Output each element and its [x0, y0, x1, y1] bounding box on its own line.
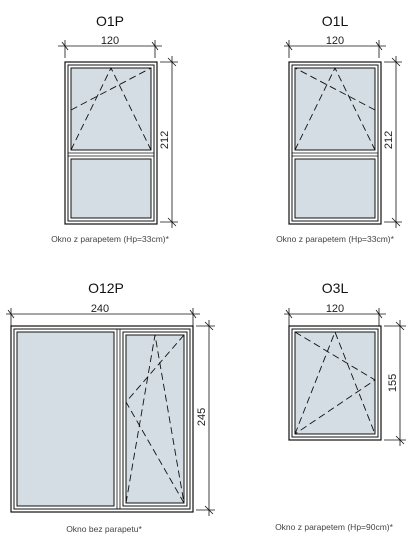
window-title: O12P: [88, 280, 124, 296]
glass-pane-upper: [294, 67, 376, 151]
opening-symbol: [70, 66, 152, 151]
window-title: O3L: [322, 280, 349, 296]
height-dimension: 212: [159, 56, 178, 228]
width-label: 120: [326, 303, 344, 315]
width-dimension: 240: [6, 303, 200, 326]
window-o3l: O3L 120 155 Okno z parapetem (Hp=90cm)*: [275, 280, 406, 532]
window-caption: Okno z parapetem (Hp=33cm)*: [276, 234, 395, 244]
height-label: 212: [383, 131, 395, 149]
width-dimension: 120: [58, 35, 162, 58]
window-title: O1P: [96, 13, 124, 29]
glass-pane-lower: [70, 158, 152, 219]
width-dimension: 120: [284, 35, 386, 58]
height-label: 212: [159, 131, 171, 149]
glass-pane-lower: [294, 158, 376, 219]
width-dimension: 120: [284, 303, 386, 326]
opening-symbol: [125, 334, 185, 504]
window-caption: Okno z parapetem (Hp=90cm)*: [275, 522, 394, 532]
window-o12p: O12P 240 245 Okno bez parapetu*: [6, 280, 215, 534]
window-caption: Okno z parapetem (Hp=33cm)*: [51, 234, 170, 244]
glass-pane-sash: [125, 334, 185, 504]
glass-pane-fixed: [16, 331, 115, 507]
glass-pane-upper: [70, 67, 152, 151]
window-o1l: O1L 120 212 Okno z parapetem (Hp=33cm)*: [276, 13, 402, 244]
width-label: 120: [101, 35, 119, 47]
height-label: 155: [387, 374, 399, 392]
window-title: O1L: [322, 13, 349, 29]
window-o1p: O1P 120 212 Okno z parape: [51, 13, 178, 244]
height-dimension: 212: [383, 56, 402, 228]
height-dimension: 155: [384, 320, 406, 446]
height-label: 245: [196, 408, 208, 426]
height-dimension: 245: [196, 320, 215, 516]
glass-pane: [294, 331, 376, 435]
window-caption: Okno bez parapetu*: [66, 524, 142, 534]
width-label: 240: [91, 303, 109, 315]
width-label: 120: [326, 35, 344, 47]
opening-symbol: [294, 66, 376, 151]
opening-symbol: [294, 330, 376, 435]
